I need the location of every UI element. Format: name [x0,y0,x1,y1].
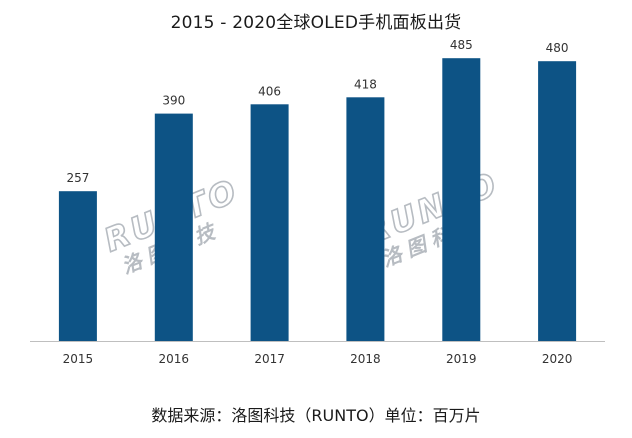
x-tick-2017: 2017 [254,352,285,366]
bar-2017 [250,104,289,341]
chart-title: 2015 - 2020全球OLED手机面板出货 [170,13,462,33]
x-tick-labels: 2015 2016 2017 2018 2019 2020 [63,352,573,366]
bars-layer: 257 390 406 418 485 480 [58,38,577,341]
x-tick-2018: 2018 [350,352,381,366]
value-label-2016: 390 [162,94,185,108]
bar-2020 [538,61,577,341]
value-label-2020: 480 [546,41,569,55]
x-tick-2019: 2019 [446,352,477,366]
source-note: 数据来源：洛图科技（RUNTO）单位：百万片 [151,406,481,425]
value-label-2018: 418 [354,77,377,91]
bar-2019 [442,58,481,341]
x-tick-2016: 2016 [159,352,190,366]
bar-2015 [58,191,97,341]
x-tick-2020: 2020 [542,352,573,366]
value-label-2015: 257 [66,171,89,185]
x-tick-2015: 2015 [63,352,94,366]
bar-2016 [154,113,193,341]
value-label-2017: 406 [258,84,281,98]
value-label-2019: 485 [450,38,473,52]
bar-2018 [346,97,385,341]
